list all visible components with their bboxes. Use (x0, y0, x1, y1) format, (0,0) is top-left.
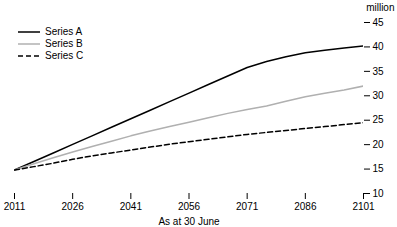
svg-text:2071: 2071 (236, 201, 259, 212)
svg-text:20: 20 (373, 139, 385, 150)
svg-text:35: 35 (373, 66, 385, 77)
svg-text:15: 15 (373, 163, 385, 174)
html-text:Series C: Series C (45, 50, 84, 61)
svg-text:45: 45 (373, 17, 385, 28)
svg-text:As at 30 June: As at 30 June (158, 216, 220, 227)
svg-text:2086: 2086 (294, 201, 317, 212)
svg-text:million: million (366, 2, 394, 13)
svg-text:2041: 2041 (120, 201, 143, 212)
html-text:Series A: Series A (45, 26, 83, 37)
svg-text:2101: 2101 (352, 201, 375, 212)
svg-text:2011: 2011 (4, 201, 26, 212)
svg-text:10: 10 (373, 188, 385, 199)
svg-text:2026: 2026 (62, 201, 85, 212)
svg-text:40: 40 (373, 41, 385, 52)
html-text:Series B: Series B (45, 38, 83, 49)
svg-text:25: 25 (373, 114, 385, 125)
svg-text:30: 30 (373, 90, 385, 101)
svg-text:2056: 2056 (178, 201, 201, 212)
